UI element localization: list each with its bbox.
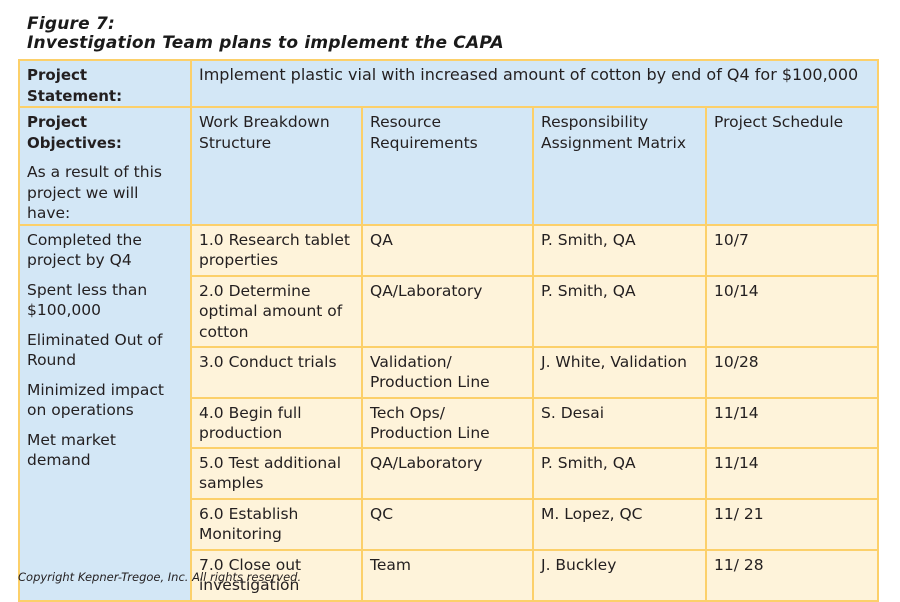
figure-label: Figure 7: [27,14,115,34]
resource-cell: Team [361,548,534,602]
header-row: Project Objectives: As a result of this … [18,106,880,226]
resource-cell: QC [361,497,534,551]
resource-cell: QA/Laboratory [361,274,534,348]
schedule-cell: 10/28 [704,345,880,399]
objective-item: Completed the project by Q4 [27,230,142,270]
table-row: 5.0 Test additional samples QA/Laborator… [19,446,880,500]
table-row: 7.0 Close out investigation Team J. Buck… [19,548,880,602]
column-header-resource: Resource Requirements [361,106,534,226]
table-row: 3.0 Conduct trials Validation/ Productio… [19,345,880,399]
figure-title-block: Figure 7: Investigation Team plans to im… [27,15,504,53]
schedule-cell: 10/14 [704,274,880,348]
responsibility-cell: P. Smith, QA [532,223,707,277]
responsibility-cell: P. Smith, QA [532,446,707,500]
objective-item: Met market demand [27,430,116,470]
project-statement-label: Project Statement: [18,59,192,108]
responsibility-cell: M. Lopez, QC [532,497,707,551]
schedule-cell: 11/14 [704,396,880,449]
wbs-cell: 3.0 Conduct trials [190,345,363,399]
resource-cell: Tech Ops/ Production Line [361,396,534,449]
responsibility-cell: P. Smith, QA [532,274,707,348]
column-header-schedule: Project Schedule [704,106,880,226]
wbs-cell: 1.0 Research tablet properties [190,223,363,277]
wbs-cell: 5.0 Test additional samples [190,446,363,500]
responsibility-cell: J. Buckley [532,548,707,602]
objectives-list: Completed the project by Q4 Spent less t… [18,223,192,602]
copyright-notice: Copyright Kepner-Tregoe, Inc. All rights… [18,570,302,584]
schedule-cell: 11/ 28 [704,548,880,602]
wbs-cell: 7.0 Close out investigation [190,548,363,602]
table-row: Completed the project by Q4 Spent less t… [18,223,880,602]
resource-cell: QA [361,223,534,277]
objective-item: Eliminated Out of Round [27,330,163,370]
project-statement-value: Implement plastic vial with increased am… [189,59,880,108]
wbs-cell: 6.0 Establish Monitoring [190,497,363,551]
resource-cell: QA/Laboratory [361,446,534,500]
wbs-cell: 4.0 Begin full production [190,396,363,449]
table-row: 2.0 Determine optimal amount of cotton Q… [19,274,880,348]
table-row: 6.0 Establish Monitoring QC M. Lopez, QC… [19,497,880,551]
wbs-cell: 2.0 Determine optimal amount of cotton [190,274,363,348]
responsibility-cell: S. Desai [532,396,707,449]
schedule-cell: 11/ 21 [704,497,880,551]
project-objectives-label: Project Objectives: [27,113,122,152]
column-header-responsibility: Responsibility Assignment Matrix [532,106,707,226]
figure-title: Investigation Team plans to implement th… [27,33,504,53]
schedule-cell: 10/7 [704,223,880,277]
resource-cell: Validation/ Production Line [361,345,534,399]
project-objectives-header: Project Objectives: As a result of this … [18,106,192,226]
capa-plan-table: Project Statement: Implement plastic via… [18,59,880,602]
schedule-cell: 11/14 [704,446,880,500]
objective-item: Minimized impact on operations [27,380,164,420]
table-row: 4.0 Begin full production Tech Ops/ Prod… [19,396,880,449]
objective-item: Spent less than $100,000 [27,280,148,320]
project-objectives-intro: As a result of this project we will have… [27,163,162,222]
column-header-wbs: Work Breakdown Structure [190,106,363,226]
responsibility-cell: J. White, Validation [532,345,707,399]
project-statement-row: Project Statement: Implement plastic via… [18,59,880,108]
